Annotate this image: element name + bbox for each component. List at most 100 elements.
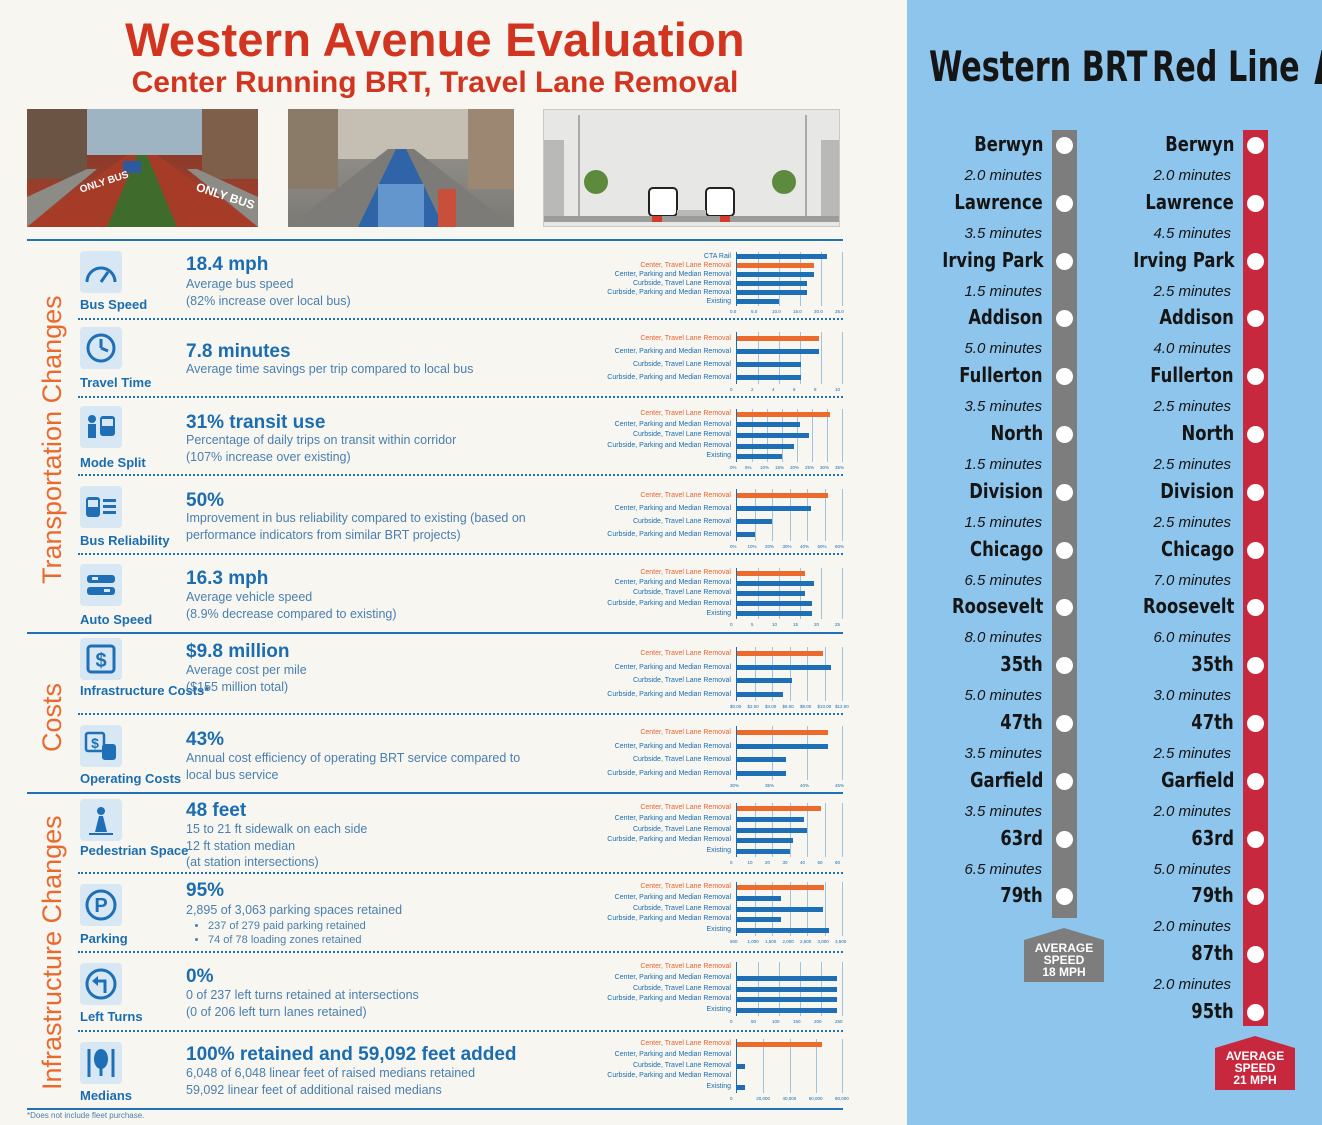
- chart-category-label: Existing: [706, 452, 731, 460]
- chart-tick-label: 500: [730, 939, 738, 944]
- chart-plot-area: [736, 803, 843, 857]
- chart-category-label: Center, Travel Lane Removal: [640, 804, 731, 811]
- chart-category-label: Curbside, Travel Lane Removal: [632, 280, 731, 287]
- station-travel-time: 2.5 minutes: [1153, 456, 1231, 473]
- chart-gridline: [800, 332, 801, 384]
- chart-tick-label: 2: [751, 387, 754, 392]
- chart-parking: Center, Travel Lane Removal Center, Parki…: [585, 882, 847, 948]
- chart-category-label: Existing: [706, 609, 731, 617]
- chart-tick-label: 8: [814, 387, 817, 392]
- station-travel-time: 5.0 minutes: [1153, 860, 1231, 878]
- chart-gridline: [842, 962, 843, 1016]
- station-name: 47th: [1191, 710, 1234, 734]
- station-dot: [1247, 368, 1264, 386]
- chart-bar: [737, 349, 819, 354]
- line-trunk: [1052, 130, 1077, 918]
- chart-plot-area: [736, 568, 843, 619]
- station-name: Berwyn: [1164, 132, 1234, 156]
- badge-roof: [1024, 928, 1104, 940]
- station-travel-time: 3.5 minutes: [964, 802, 1042, 820]
- chart-gridline: [821, 568, 822, 619]
- chart-tick-label: 20: [814, 622, 820, 627]
- chart-bus-speed: CTA Rail Center, Travel Lane Removal Cente…: [585, 252, 845, 318]
- station-travel-time: 3.5 minutes: [964, 398, 1042, 416]
- chart-tick-label: $2.00: [747, 704, 759, 709]
- chart-bar: [737, 651, 823, 657]
- station-name: 47th: [1000, 710, 1043, 734]
- chart-tick-label: 50%: [817, 544, 827, 549]
- chart-category-label: Center, Parking and Median Removal: [614, 579, 731, 587]
- chart-category-label: Curbside, Parking and Median Removal: [607, 836, 731, 844]
- station-name: Addison: [1159, 305, 1234, 330]
- chart-gridline: [842, 332, 843, 384]
- chart-bar: [737, 770, 786, 776]
- chart-tick-label: 5.0: [751, 309, 758, 314]
- station-travel-time: 4.5 minutes: [1153, 224, 1231, 242]
- station-dot: [1247, 772, 1264, 790]
- chart-tick-label: $12.00: [835, 704, 849, 709]
- chart-category-label: Existing: [706, 298, 731, 305]
- chart-plot-area: [736, 1039, 843, 1093]
- badge-text: AVERAGE: [1034, 941, 1094, 955]
- row-desc-mode-split: Percentage of daily trips on transit wit…: [186, 433, 457, 464]
- chart-gridline: [789, 489, 791, 541]
- chart-legend: Center, Travel Lane Removal Center, Parki…: [585, 489, 731, 541]
- section-divider: [27, 1108, 843, 1110]
- chart-category-label: Curbside, Parking and Median Removal: [607, 531, 731, 538]
- chart-tick-label: 20: [765, 860, 771, 865]
- cropped-title-fragment: [1314, 50, 1322, 84]
- chart-legend: Center, Travel Lane Removal Center, Parki…: [585, 647, 731, 701]
- station-travel-time: 2.0 minutes: [964, 167, 1042, 184]
- chart-tick-label: 3,500: [835, 939, 847, 944]
- chart-bus-reliability: Center, Travel Lane Removal Center, Parki…: [585, 489, 845, 553]
- row-desc-bus-reliability: Improvement in bus reliability compared …: [186, 511, 526, 542]
- chart-tick-label: 5: [751, 622, 754, 627]
- row-desc-pedestrian-space: 15 to 21 ft sidewalk on each side 12 ft s…: [186, 822, 368, 869]
- chart-gridline: [807, 726, 808, 780]
- station-name: 79th: [1000, 883, 1043, 908]
- station-dot: [1247, 541, 1264, 559]
- chart-category-label: Center, Parking and Median Removal: [614, 348, 731, 355]
- chart-tick-label: 20%: [790, 465, 800, 470]
- chart-gridline: [821, 252, 822, 306]
- row-label-parking: Parking: [80, 931, 128, 946]
- evaluation-panel: Western Avenue Evaluation Center Running…: [0, 0, 907, 1125]
- row-divider: [78, 1030, 843, 1032]
- chart-plot-area: [736, 489, 843, 541]
- chart-tick-label: 0%: [730, 465, 737, 470]
- station-dot: [1247, 310, 1264, 328]
- row-label-bus-reliability: Bus Reliability: [80, 533, 170, 548]
- chart-bar: [737, 254, 828, 259]
- transit-comparison-panel: Western BRT Red Line Berwyn 2.0 minutes La…: [907, 0, 1322, 1125]
- clock-icon: [80, 327, 122, 369]
- station-travel-time: 3.5 minutes: [964, 745, 1042, 762]
- chart-tick-label: 30%: [820, 465, 830, 470]
- section-divider: [27, 632, 843, 634]
- chart-tick-label: 25%: [805, 465, 815, 470]
- chart-gridline: [807, 647, 808, 701]
- chart-tick-label: 1,000: [747, 939, 759, 944]
- station-name: 95th: [1191, 999, 1234, 1023]
- chart-gridline: [821, 332, 822, 384]
- chart-bar: [737, 678, 793, 684]
- station-travel-time: 2.5 minutes: [1153, 398, 1231, 416]
- chart-bar: [737, 895, 781, 901]
- svg-text:$: $: [91, 735, 99, 751]
- chart-category-label: Existing: [706, 1083, 731, 1091]
- row-label-travel-time: Travel Time: [80, 375, 152, 390]
- station-travel-time: 6.5 minutes: [964, 860, 1042, 878]
- chart-gridline: [842, 647, 843, 701]
- chart-tick-label: 100: [772, 1019, 780, 1024]
- station-name: Division: [1160, 478, 1234, 503]
- chart-category-label: Curbside, Parking and Median Removal: [607, 690, 731, 698]
- row-title-auto-speed: 16.3 mph: [186, 568, 269, 589]
- row-label-left-turns: Left Turns: [80, 1009, 143, 1024]
- chart-tick-label: 0: [730, 387, 733, 392]
- chart-bar: [737, 362, 802, 367]
- chart-bar: [737, 299, 780, 304]
- red-line-title: Red Line: [1152, 42, 1300, 91]
- chart-gridline: [772, 726, 773, 780]
- chart-category-label: Center, Travel Lane Removal: [640, 335, 731, 342]
- station-dot: [1056, 657, 1073, 675]
- chart-category-label: Center, Travel Lane Removal: [640, 262, 731, 269]
